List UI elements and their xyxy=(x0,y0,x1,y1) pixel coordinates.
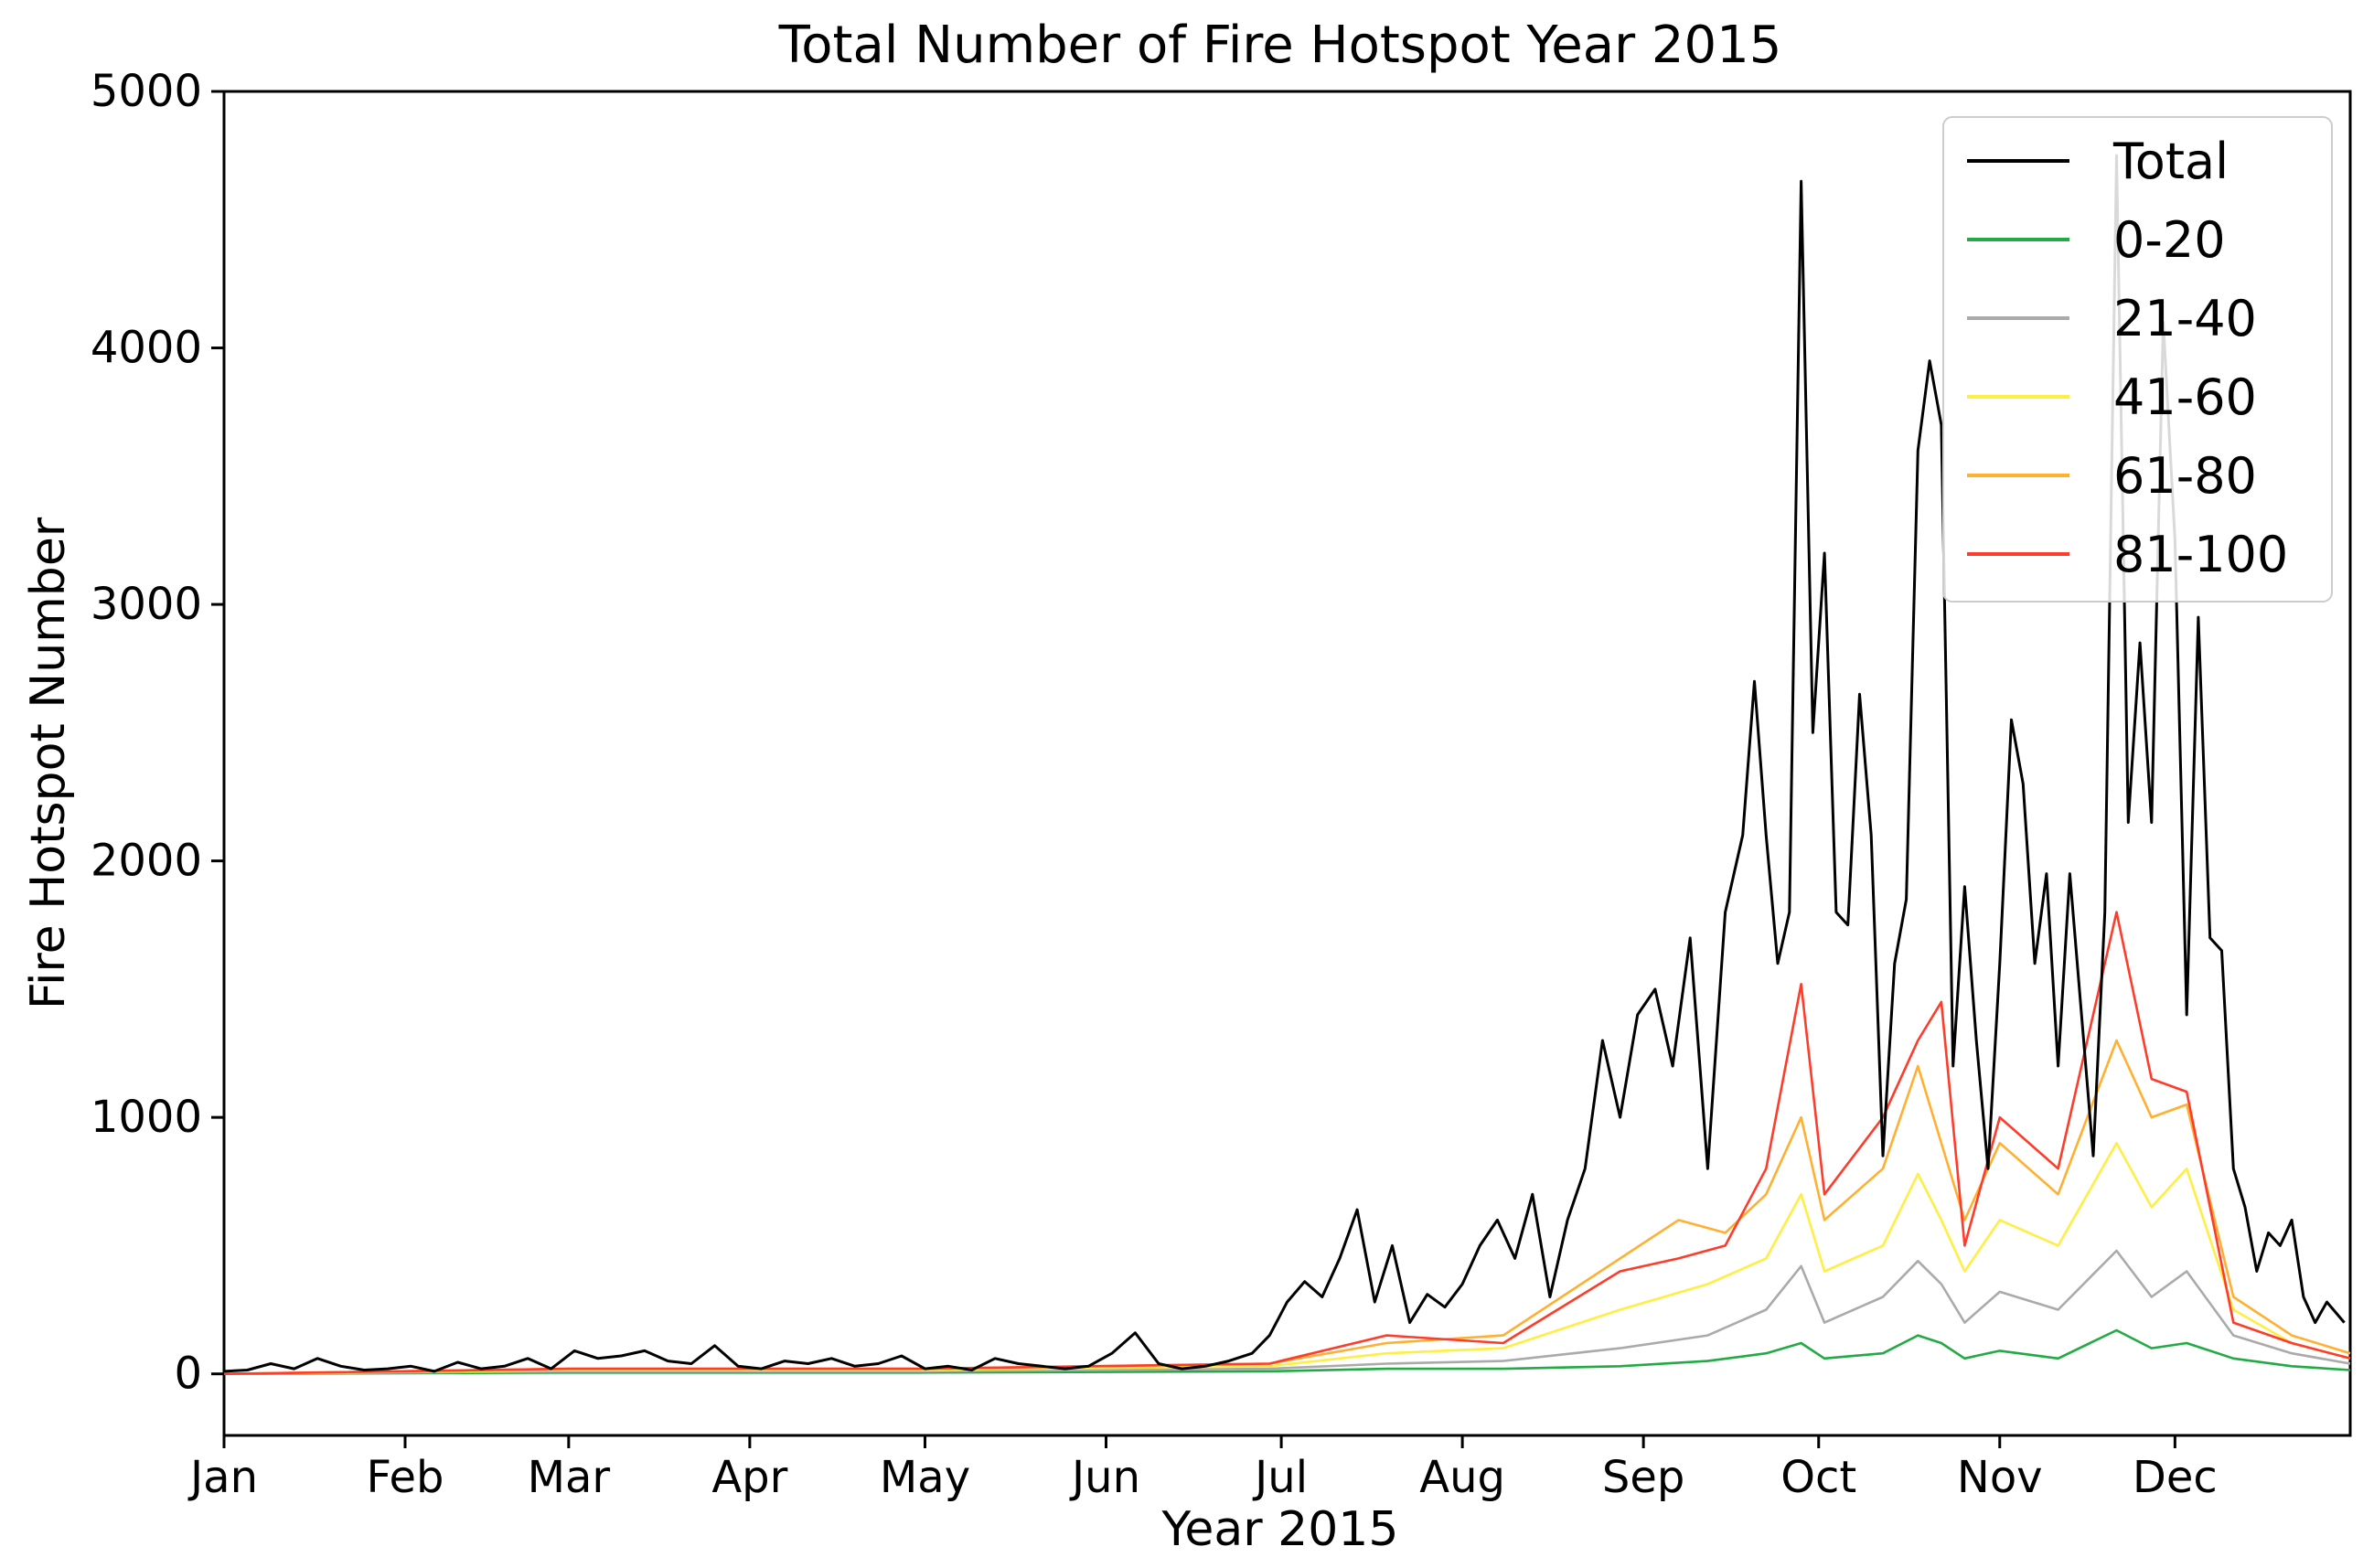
y-tick-label: 2000 xyxy=(91,836,202,887)
legend-label: 21-40 xyxy=(2113,290,2257,347)
x-tick-label: Nov xyxy=(1957,1452,2043,1503)
legend-label: Total xyxy=(2112,133,2229,190)
legend-label: 81-100 xyxy=(2113,526,2288,583)
x-axis: Jan Feb Mar Apr May Jun Jul Aug Sep Oct Nov Dec xyxy=(187,1435,2218,1503)
x-axis-title: Year 2015 xyxy=(1161,1502,1399,1557)
x-tick-label: Dec xyxy=(2133,1452,2218,1503)
x-tick-label: Feb xyxy=(367,1452,444,1503)
y-axis-title: Fire Hotspot Number xyxy=(21,517,76,1009)
legend-label: 41-60 xyxy=(2113,368,2257,426)
x-tick-label: Jul xyxy=(1252,1452,1308,1503)
y-tick-label: 3000 xyxy=(91,579,202,630)
x-tick-label: Sep xyxy=(1602,1452,1684,1503)
x-tick-label: Mar xyxy=(528,1452,611,1503)
series-line-total xyxy=(223,154,2346,1373)
series-line-41-60 xyxy=(223,1141,2351,1375)
legend: Total 0-20 21-40 41-60 61-80 81-100 xyxy=(1942,116,2333,603)
chart-title: Total Number of Fire Hotspot Year 2015 xyxy=(778,16,1782,75)
y-tick-label: 0 xyxy=(174,1349,202,1400)
y-tick-label: 4000 xyxy=(91,323,202,374)
y-axis: 0 1000 2000 3000 4000 5000 xyxy=(91,66,224,1400)
y-tick-label: 5000 xyxy=(91,66,202,117)
series-line-0-20 xyxy=(223,1328,2351,1375)
x-tick-label: Jun xyxy=(1069,1452,1140,1503)
x-tick-label: Aug xyxy=(1419,1452,1505,1503)
series-line-61-80 xyxy=(223,1039,2351,1375)
x-tick-label: Oct xyxy=(1780,1452,1856,1503)
x-tick-label: Jan xyxy=(187,1452,258,1503)
x-tick-label: May xyxy=(880,1452,970,1503)
legend-label: 61-80 xyxy=(2113,447,2257,505)
y-tick-label: 1000 xyxy=(91,1092,202,1143)
series-line-21-40 xyxy=(223,1249,2351,1375)
legend-label: 0-20 xyxy=(2113,211,2226,269)
series-layer xyxy=(223,154,2351,1375)
x-tick-label: Apr xyxy=(711,1452,787,1503)
series-line-81-100 xyxy=(223,911,2351,1375)
